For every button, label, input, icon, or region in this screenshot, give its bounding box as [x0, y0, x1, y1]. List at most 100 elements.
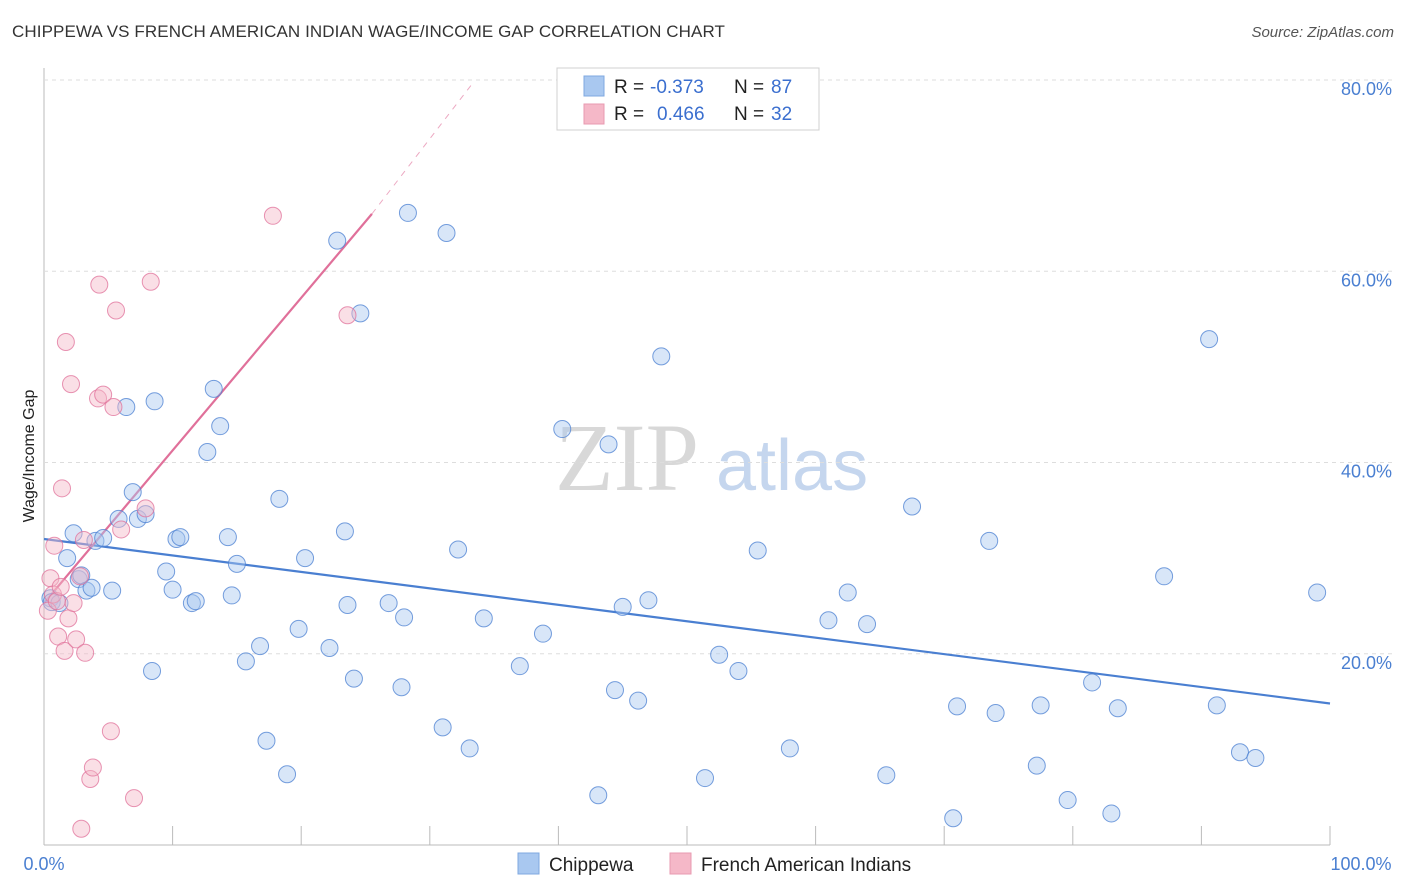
- point-series-1-17: [76, 643, 95, 662]
- point-series-1-8: [55, 641, 74, 660]
- point-series-0-32: [251, 637, 270, 656]
- point-series-0-17: [143, 661, 162, 680]
- point-series-1-27: [125, 789, 144, 808]
- point-series-0-30: [227, 554, 246, 573]
- point-series-0-62: [652, 347, 671, 366]
- y-tick-label-1: 40.0%: [1341, 462, 1392, 482]
- point-series-0-74: [948, 697, 967, 716]
- point-series-0-67: [780, 739, 799, 758]
- point-series-0-29: [222, 586, 241, 605]
- stats-r-label-french: R =: [614, 104, 644, 125]
- y-axis-title: Wage/Income Gap: [21, 390, 38, 523]
- point-series-0-4: [64, 524, 83, 543]
- x-tick-label-max: 100.0%: [1330, 854, 1391, 874]
- point-series-0-80: [1083, 673, 1102, 692]
- point-series-0-66: [748, 541, 767, 560]
- point-series-0-39: [328, 231, 347, 250]
- point-series-1-25: [107, 301, 126, 320]
- grid-lines: [44, 79, 1392, 655]
- point-series-1-15: [72, 819, 91, 838]
- point-series-0-16: [136, 505, 155, 524]
- stats-legend-swatch-french: [583, 103, 605, 125]
- point-series-1-23: [101, 722, 120, 741]
- x-tick-label-min: 0.0%: [23, 854, 64, 874]
- point-series-1-12: [64, 594, 83, 613]
- point-series-0-28: [218, 528, 237, 547]
- point-series-0-61: [639, 591, 658, 610]
- point-series-0-72: [903, 497, 922, 516]
- point-series-0-78: [1031, 696, 1050, 715]
- point-series-0-27: [211, 417, 230, 436]
- point-series-0-13: [117, 398, 136, 417]
- point-series-0-69: [838, 583, 857, 602]
- stats-n-label-french: N =: [734, 104, 764, 125]
- point-series-0-81: [1102, 804, 1121, 823]
- stats-legend-swatch-chippewa: [583, 75, 605, 97]
- point-series-0-10: [94, 529, 113, 548]
- point-series-1-18: [81, 770, 100, 789]
- point-series-1-30: [263, 206, 282, 225]
- point-series-0-88: [1308, 583, 1327, 602]
- point-series-0-22: [171, 528, 190, 547]
- point-series-0-82: [1108, 699, 1127, 718]
- watermark-atlas: atlas: [716, 426, 868, 506]
- trend-lines: [43, 83, 1331, 705]
- point-series-0-64: [710, 645, 729, 664]
- point-series-0-18: [145, 392, 164, 411]
- y-axis-tick-labels: 20.0% 40.0% 60.0% 80.0%: [1341, 79, 1392, 673]
- point-series-1-24: [104, 398, 123, 417]
- point-series-0-60: [629, 691, 648, 710]
- point-series-0-11: [103, 581, 122, 600]
- stats-n-value-chippewa: 87: [771, 77, 792, 98]
- point-series-0-68: [819, 611, 838, 630]
- point-series-0-37: [296, 549, 315, 568]
- y-tick-label-2: 60.0%: [1341, 270, 1392, 290]
- legend-label-french: French American Indians: [701, 855, 911, 876]
- point-series-0-63: [696, 769, 715, 788]
- point-series-1-3: [45, 536, 64, 555]
- point-series-0-73: [944, 809, 963, 828]
- point-series-0-48: [433, 718, 452, 737]
- stats-r-label-chippewa: R =: [614, 77, 644, 98]
- chart-source: Source: ZipAtlas.com: [1251, 24, 1394, 41]
- point-series-1-6: [51, 577, 70, 596]
- point-series-0-50: [449, 540, 468, 559]
- point-series-0-38: [320, 639, 339, 658]
- watermark-zip: ZIP: [555, 404, 699, 511]
- point-series-1-13: [67, 630, 86, 649]
- point-series-0-85: [1207, 696, 1226, 715]
- point-series-1-22: [94, 385, 113, 404]
- stats-r-value-chippewa: -0.373: [650, 77, 704, 98]
- point-series-0-52: [474, 609, 493, 628]
- point-series-0-57: [599, 435, 618, 454]
- point-series-0-55: [553, 420, 572, 439]
- stats-r-value-french: 0.466: [657, 104, 705, 125]
- point-series-1-19: [83, 758, 102, 777]
- point-series-0-35: [278, 765, 297, 784]
- point-series-0-56: [589, 786, 608, 805]
- legend-swatch-chippewa: [517, 852, 540, 875]
- stats-n-label-chippewa: N =: [734, 77, 764, 98]
- point-series-0-79: [1058, 791, 1077, 810]
- point-series-0-58: [605, 681, 624, 700]
- point-series-0-1: [42, 593, 61, 612]
- point-series-0-19: [157, 562, 176, 581]
- x-axis-ticks: [172, 826, 1331, 845]
- point-series-0-34: [270, 489, 289, 508]
- point-series-0-24: [186, 592, 205, 611]
- point-series-1-0: [38, 601, 57, 620]
- y-tick-label-3: 80.0%: [1341, 79, 1392, 99]
- point-series-1-16: [74, 530, 93, 549]
- point-series-0-33: [257, 731, 276, 750]
- point-series-0-86: [1230, 743, 1249, 762]
- stats-legend: R = -0.373 N = 87 R = 0.466 N = 32: [556, 67, 820, 131]
- point-series-0-45: [392, 678, 411, 697]
- legend-swatch-french: [669, 852, 692, 875]
- point-series-0-71: [877, 766, 896, 785]
- point-series-1-14: [71, 567, 90, 586]
- point-series-0-65: [729, 661, 748, 680]
- point-series-0-49: [437, 224, 456, 242]
- point-series-0-25: [198, 442, 217, 461]
- point-series-0-46: [395, 608, 414, 627]
